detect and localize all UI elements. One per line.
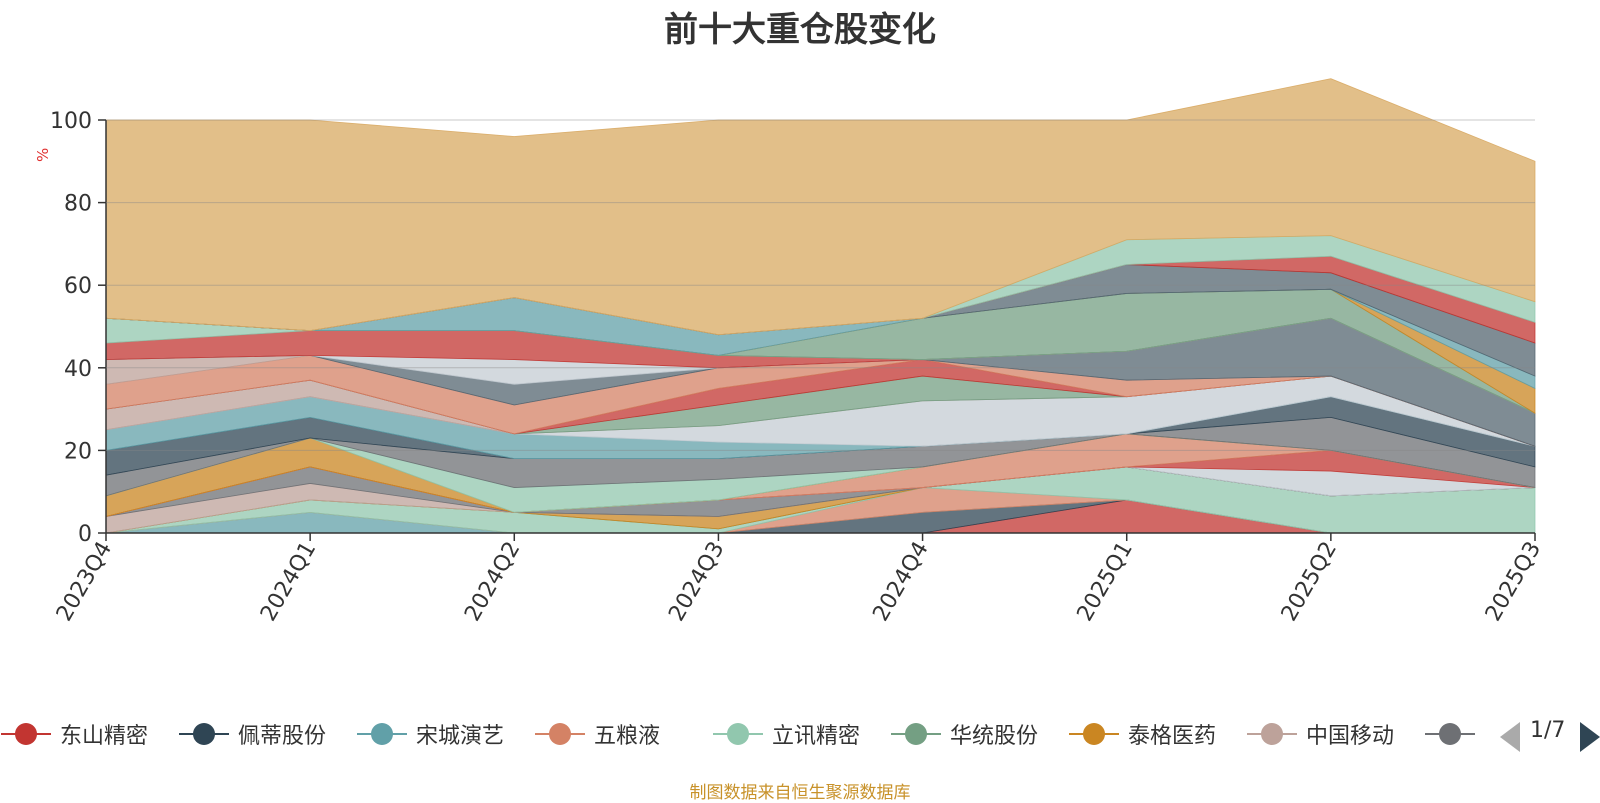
x-tick-label-6: 2025Q2 [1277,538,1342,626]
y-tick-label-0: 0 [78,522,92,547]
legend-item-4[interactable]: 立讯精密 [712,714,860,754]
legend-marker-icon [1425,723,1475,745]
stacked-areas [105,78,1536,534]
source-note: 制图数据来自恒生聚源数据库 [689,783,911,803]
legend-prev-page-icon[interactable] [1500,722,1522,752]
legend-item-1[interactable]: 佩蒂股份 [178,714,326,754]
grid-lines [106,119,1535,451]
area-series-34 [105,78,1536,336]
legend-marker-icon [1,723,51,745]
x-tick-label-3: 2024Q3 [664,538,729,626]
x-tick-label-2: 2024Q2 [460,538,525,626]
legend-item-label: 佩蒂股份 [238,724,327,749]
legend-item-7[interactable]: 中国移动 [1246,714,1394,754]
y-tick-label-3: 60 [64,274,92,299]
legend-item-0[interactable]: 东山精密 [0,714,148,754]
legend-item-2[interactable]: 宋城演艺 [356,714,504,754]
legend-item-8[interactable]: 三花智控 [1424,714,1480,754]
chart-title: 前十大重仓股变化 [664,10,936,50]
legend-item-label: 东山精密 [60,724,149,749]
legend-item-label: 宋城演艺 [416,724,505,749]
y-tick-label-5: 100 [50,109,92,134]
x-tick-label-1: 2024Q1 [256,538,321,626]
x-tick-label-4: 2024Q4 [868,538,933,626]
legend-items: 东山精密 佩蒂股份 宋城演艺 五粮液 立讯精密 华统股份 泰格医药 中国移动 三花智控 [0,714,1480,754]
legend-marker-icon [713,723,763,745]
legend-item-label: 泰格医药 [1128,724,1217,749]
y-tick-label-1: 20 [64,439,92,464]
legend-marker-icon [179,723,229,745]
legend-item-label: 五粮液 [594,724,661,749]
legend-marker-icon [1247,723,1297,745]
legend-item-label: 中国移动 [1306,724,1395,749]
legend-item-label: 华统股份 [950,724,1039,749]
legend: 东山精密 佩蒂股份 宋城演艺 五粮液 立讯精密 华统股份 泰格医药 中国移动 三花智控 1/7 [0,714,1600,754]
y-tick-label-4: 80 [64,192,92,217]
legend-item-3[interactable]: 五粮液 [534,714,660,754]
legend-marker-icon [535,723,585,745]
legend-item-5[interactable]: 华统股份 [890,714,1038,754]
legend-item-label: 立讯精密 [772,724,861,749]
legend-item-6[interactable]: 泰格医药 [1068,714,1216,754]
legend-page-indicator: 1/7 [1530,718,1566,743]
legend-marker-icon [891,723,941,745]
y-axis-unit-label: % [34,148,52,162]
legend-marker-icon [357,723,407,745]
x-tick-label-7: 2025Q3 [1481,538,1546,626]
legend-marker-icon [1069,723,1119,745]
legend-next-page-icon[interactable] [1580,722,1600,752]
x-tick-label-5: 2025Q1 [1073,538,1138,626]
legend-pager: 1/7 [1500,714,1600,754]
x-tick-label-0: 2023Q4 [52,538,117,626]
y-tick-label-2: 40 [64,357,92,382]
